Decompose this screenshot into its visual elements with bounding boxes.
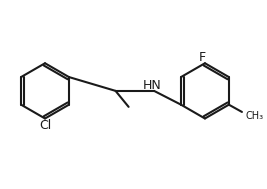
Text: CH₃: CH₃ bbox=[246, 111, 264, 121]
Text: HN: HN bbox=[143, 79, 162, 91]
Text: F: F bbox=[198, 51, 206, 64]
Text: Cl: Cl bbox=[39, 119, 51, 132]
